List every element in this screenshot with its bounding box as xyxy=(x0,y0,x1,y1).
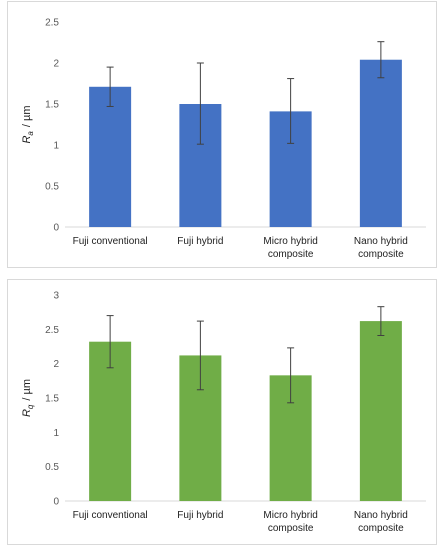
y-axis-label-text: Ra / µm xyxy=(21,105,35,143)
x-category-label: Fuji hybrid xyxy=(177,510,223,521)
y-tick-label: 2.5 xyxy=(45,325,59,336)
chart-rq: 0 0.5 1 1.5 2 2.5 3 Fuji conventional Fuji hybri… xyxy=(21,291,426,534)
chart-panel-rq: 0 0.5 1 1.5 2 2.5 3 Fuji conventional Fuji hybri… xyxy=(7,279,437,545)
x-category-label: Micro hybrid xyxy=(263,236,317,247)
y-tick-label: 2.5 xyxy=(45,18,59,29)
bar xyxy=(359,59,402,227)
x-category-label: Nano hybrid xyxy=(354,236,408,247)
x-category-label: composite xyxy=(358,523,404,534)
y-tick-label: 1.5 xyxy=(45,394,59,405)
x-category-label: composite xyxy=(358,249,404,260)
y-tick-label: 0 xyxy=(53,223,59,234)
y-tick-label: 0 xyxy=(53,497,59,508)
y-axis-label: Rq / µm xyxy=(21,379,35,417)
y-tick-label: 0.5 xyxy=(45,462,59,473)
y-tick-label: 2 xyxy=(53,359,59,370)
y-axis-unit: / µm xyxy=(21,105,33,127)
y-tick-label: 3 xyxy=(53,291,59,302)
y-axis-label: Ra / µm xyxy=(21,105,35,143)
bar xyxy=(359,321,402,501)
y-axis-label-text: Rq / µm xyxy=(21,379,35,417)
chart-ra: 0 0.5 1 1.5 2 2.5 Fuji conventional Fuji hybrid… xyxy=(21,18,426,260)
y-axis-symbol: R xyxy=(21,136,33,144)
chart-panel-ra: 0 0.5 1 1.5 2 2.5 Fuji conventional Fuji hybrid… xyxy=(7,1,437,268)
y-tick-label: 0.5 xyxy=(45,182,59,193)
x-category-label: Fuji conventional xyxy=(73,510,148,521)
y-axis-symbol: R xyxy=(21,409,33,417)
bar xyxy=(89,86,132,227)
x-category-label: Fuji conventional xyxy=(73,236,148,247)
y-tick-label: 2 xyxy=(53,59,59,70)
y-tick-label: 1.5 xyxy=(45,100,59,111)
y-axis-subscript: q xyxy=(26,404,35,409)
x-category-label: Micro hybrid xyxy=(263,510,317,521)
x-category-label: composite xyxy=(268,523,314,534)
y-tick-label: 1 xyxy=(53,428,59,439)
y-tick-label: 1 xyxy=(53,141,59,152)
x-category-label: composite xyxy=(268,249,314,260)
x-category-label: Fuji hybrid xyxy=(177,236,223,247)
y-axis-subscript: a xyxy=(26,131,35,136)
y-axis-unit: / µm xyxy=(21,379,33,401)
x-category-label: Nano hybrid xyxy=(354,510,408,521)
